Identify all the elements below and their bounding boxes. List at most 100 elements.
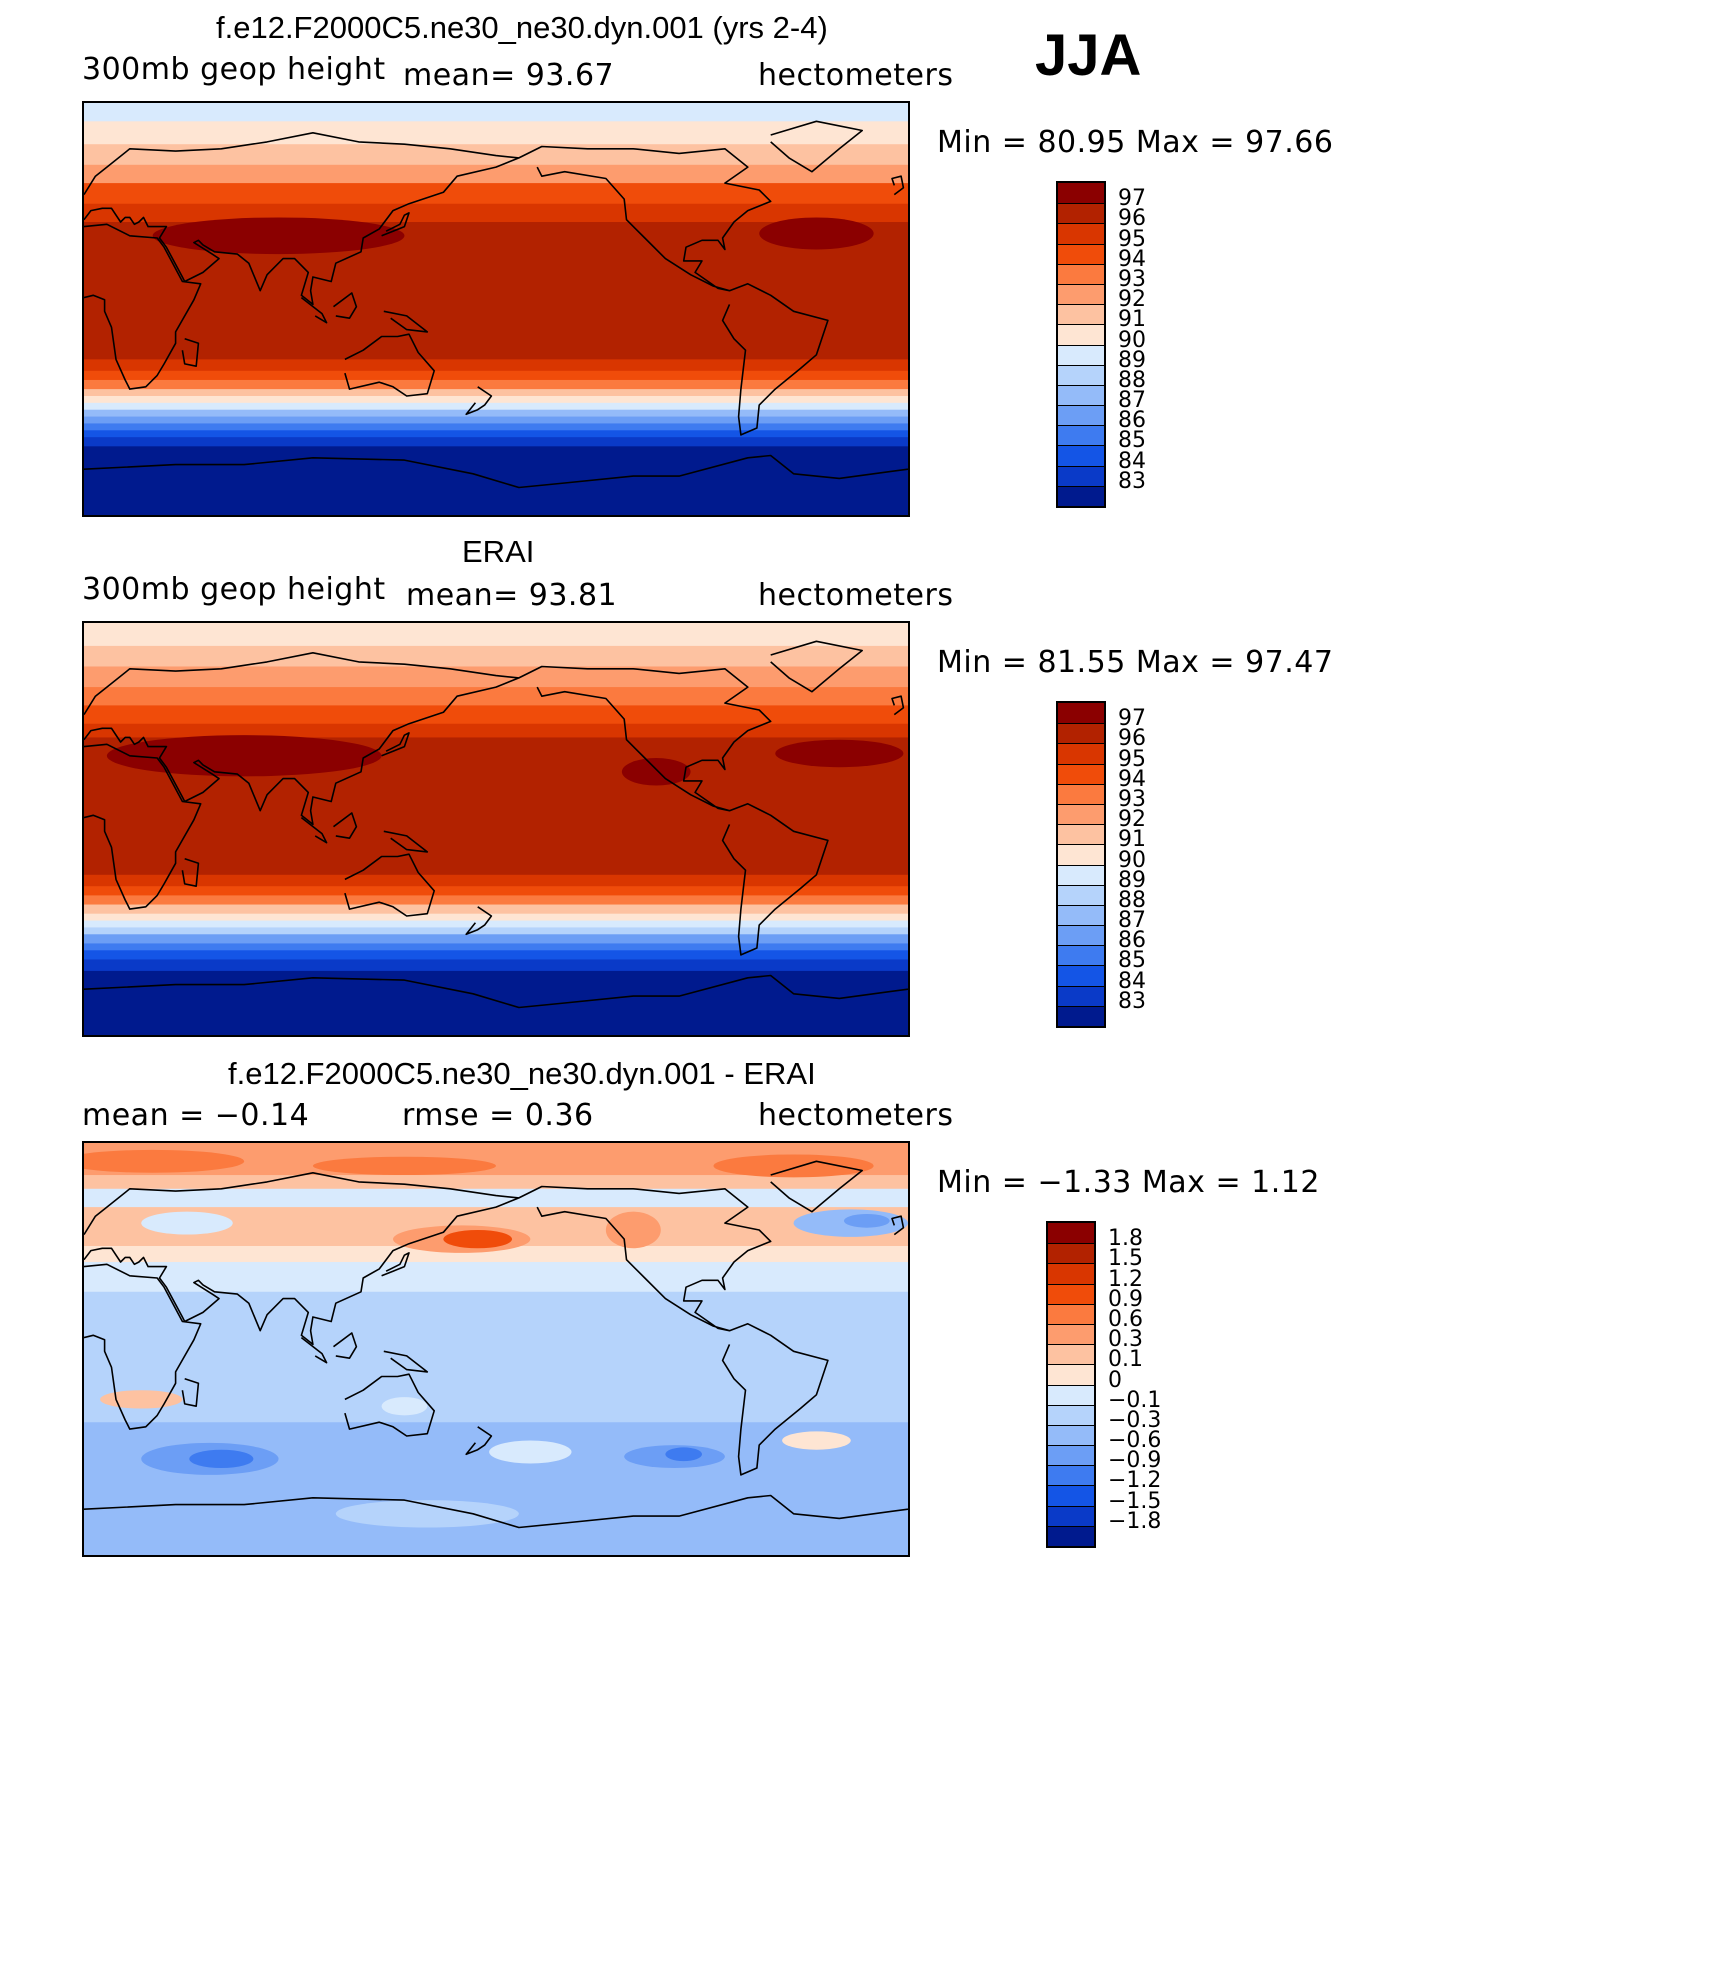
contour-region xyxy=(100,1390,183,1409)
legend-swatch xyxy=(1048,1485,1094,1506)
contour-region xyxy=(605,1211,661,1249)
legend-swatch xyxy=(1048,1323,1094,1345)
legend-swatch xyxy=(1058,344,1104,365)
legend-swatch xyxy=(1058,844,1104,865)
contour-region xyxy=(713,1154,874,1178)
legend-swatch xyxy=(1058,743,1104,764)
legend-swatch xyxy=(1058,223,1104,244)
legend-tick-label: 0.9 xyxy=(1108,1286,1143,1312)
contour-band xyxy=(84,370,908,381)
coastline xyxy=(181,1378,200,1408)
legend-tick-label: −0.1 xyxy=(1108,1387,1162,1413)
rmse-label: rmse = 0.36 xyxy=(402,1098,594,1133)
contour-region xyxy=(84,1149,245,1173)
legend-tick-label: 0 xyxy=(1108,1367,1122,1393)
legend-tick-label: 86 xyxy=(1118,408,1146,434)
legend-swatch xyxy=(1058,405,1104,426)
coastline xyxy=(84,974,908,1009)
contour-band xyxy=(84,874,908,888)
map-svg xyxy=(84,103,908,515)
contour-band xyxy=(84,423,908,432)
coastline xyxy=(891,175,905,196)
coastline xyxy=(518,665,772,812)
contour-band xyxy=(84,430,908,439)
legend-swatch xyxy=(1058,485,1104,506)
contour-band xyxy=(84,927,908,936)
coastline xyxy=(381,1252,410,1277)
legend-tick-label: 83 xyxy=(1118,988,1146,1014)
legend-swatch xyxy=(1058,864,1104,885)
coastline xyxy=(84,223,202,390)
contour-region xyxy=(759,217,874,250)
contour-band xyxy=(84,1490,908,1555)
legend-tick-label: 1.8 xyxy=(1108,1226,1143,1252)
contour-region xyxy=(381,1397,428,1416)
legend-swatch xyxy=(1048,1505,1094,1526)
coastline xyxy=(721,1323,829,1476)
legend-swatch xyxy=(1058,703,1104,724)
contour-band xyxy=(84,913,908,922)
contour-band xyxy=(84,379,908,391)
coastline xyxy=(770,640,864,693)
contour-band xyxy=(84,183,908,205)
contour-band xyxy=(84,203,908,224)
contour-band xyxy=(84,1246,908,1264)
mean-label: mean= 93.81 xyxy=(406,578,618,613)
legend-tick-label: 91 xyxy=(1118,307,1146,333)
contour-band xyxy=(84,389,908,397)
variable-label: 300mb geop height xyxy=(82,52,386,87)
legend-tick-label: −1.8 xyxy=(1108,1508,1162,1534)
legend-tick-label: 84 xyxy=(1118,448,1146,474)
legend-swatch xyxy=(1058,985,1104,1006)
legend-tick-label: 87 xyxy=(1118,908,1146,934)
legend-swatch xyxy=(1058,384,1104,406)
legend-swatch xyxy=(1048,1445,1094,1466)
coastline xyxy=(518,145,772,292)
legend-tick-label: −1.5 xyxy=(1108,1488,1162,1514)
legend-swatch xyxy=(1058,723,1104,744)
legend-swatch xyxy=(1048,1223,1094,1244)
legend-tick-label: 84 xyxy=(1118,968,1146,994)
contour-band xyxy=(84,970,908,1035)
coastline xyxy=(84,1494,908,1529)
contour-band xyxy=(84,886,908,897)
legend-swatch xyxy=(1058,203,1104,224)
coastline xyxy=(770,1160,864,1213)
legend-swatch xyxy=(1058,824,1104,845)
season-label: JJA xyxy=(1035,23,1142,88)
coastline xyxy=(770,120,864,173)
map-svg xyxy=(84,1143,908,1555)
legend-swatch xyxy=(1048,1404,1094,1425)
contour-band xyxy=(84,164,908,185)
contour-region xyxy=(189,1449,254,1469)
contour-band xyxy=(84,1262,908,1293)
coastline xyxy=(333,812,358,839)
coastline xyxy=(84,1171,520,1346)
contour-band xyxy=(84,103,908,123)
legend-swatch xyxy=(1048,1465,1094,1486)
legend-tick-label: 83 xyxy=(1118,468,1146,494)
legend-swatch xyxy=(1048,1384,1094,1405)
coastline xyxy=(181,338,200,368)
legend-swatch xyxy=(1048,1364,1094,1385)
coastline xyxy=(300,1336,328,1364)
coastline xyxy=(84,743,202,910)
legend-swatch xyxy=(1048,1243,1094,1264)
legend-swatch xyxy=(1058,763,1104,784)
legend-swatch xyxy=(1058,324,1104,345)
legend-swatch xyxy=(1058,263,1104,284)
legend-tick-label: 0.1 xyxy=(1108,1347,1143,1373)
legend-tick-label: 85 xyxy=(1118,428,1146,454)
contour-region xyxy=(775,739,904,768)
legend-tick-label: 91 xyxy=(1118,827,1146,853)
legend-tick-label: 97 xyxy=(1118,186,1146,212)
legend-tick-label: −0.9 xyxy=(1108,1448,1162,1474)
legend-tick-label: 92 xyxy=(1118,287,1146,313)
legend-swatch xyxy=(1058,965,1104,986)
coastline xyxy=(344,853,436,917)
color-legend xyxy=(1056,181,1106,508)
contour-band xyxy=(84,437,908,448)
map-svg xyxy=(84,623,908,1035)
contour-band xyxy=(84,934,908,945)
contour-region xyxy=(665,1447,702,1462)
